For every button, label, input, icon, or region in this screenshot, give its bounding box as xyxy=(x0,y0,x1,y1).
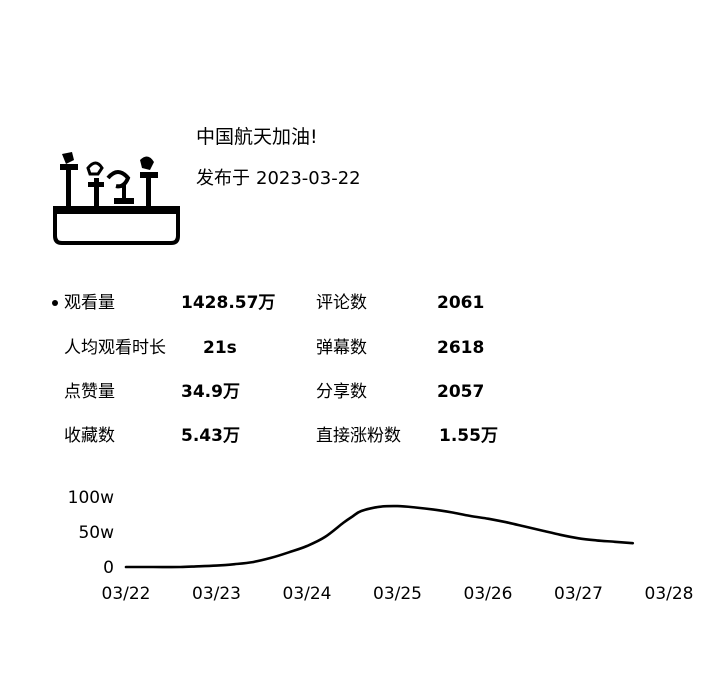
figure-right-icon xyxy=(140,156,154,170)
tower-right-icon xyxy=(146,174,151,210)
likes-label: 点赞量 xyxy=(64,382,115,402)
figure-mid-icon xyxy=(86,161,104,176)
x-tick-label: 03/24 xyxy=(283,584,332,604)
y-tick-label: 0 xyxy=(103,558,114,578)
sign-left-icon xyxy=(60,164,78,170)
tray-icon xyxy=(53,206,180,245)
x-tick-label: 03/28 xyxy=(645,584,694,604)
likes-value: 34.9万 xyxy=(181,382,240,402)
shares-label: 分享数 xyxy=(316,382,367,402)
favorites-value: 5.43万 xyxy=(181,426,240,446)
tower-mid-icon xyxy=(94,178,99,210)
sign-center-icon xyxy=(114,198,134,204)
x-tick-label: 03/23 xyxy=(192,584,241,604)
comments-value: 2061 xyxy=(437,293,485,313)
danmaku-label: 弹幕数 xyxy=(316,338,367,358)
figure-center-icon xyxy=(106,170,131,189)
publish-date: 发布于 2023-03-22 xyxy=(196,166,361,192)
tower-left-icon xyxy=(66,168,71,210)
followers-gained-label: 直接涨粉数 xyxy=(316,426,401,446)
figure-left-icon xyxy=(62,152,74,164)
comments-label: 评论数 xyxy=(316,293,367,313)
sign-right-icon xyxy=(140,172,158,178)
pole-center-icon xyxy=(122,184,126,200)
video-thumbnail[interactable] xyxy=(52,148,182,246)
x-tick-label: 03/26 xyxy=(464,584,513,604)
followers-gained-value: 1.55万 xyxy=(439,426,498,446)
tray-rim-icon xyxy=(55,208,178,214)
y-tick-label: 100w xyxy=(68,488,114,508)
x-tick-label: 03/22 xyxy=(102,584,151,604)
views-trend-chart: 0 50w 100w 03/22 03/23 03/24 03/25 03/26 03/27 03… xyxy=(68,488,694,604)
bullet-icon xyxy=(52,300,58,306)
y-tick-label: 50w xyxy=(78,523,114,543)
post-title[interactable]: 中国航天加油! xyxy=(196,126,318,148)
views-label: 观看量 xyxy=(64,293,115,313)
views-value: 1428.57万 xyxy=(181,293,276,313)
shares-value: 2057 xyxy=(437,382,485,402)
publish-label: 发布于 xyxy=(196,168,250,189)
sign-mid-icon xyxy=(88,182,104,187)
x-tick-label: 03/27 xyxy=(554,584,603,604)
danmaku-value: 2618 xyxy=(437,338,485,358)
publish-date-value: 2023-03-22 xyxy=(256,168,361,189)
avg-watch-value: 21s xyxy=(203,338,237,358)
avg-watch-label: 人均观看时长 xyxy=(64,338,166,358)
x-tick-label: 03/25 xyxy=(373,584,422,604)
series-line xyxy=(124,504,635,569)
favorites-label: 收藏数 xyxy=(64,426,115,446)
